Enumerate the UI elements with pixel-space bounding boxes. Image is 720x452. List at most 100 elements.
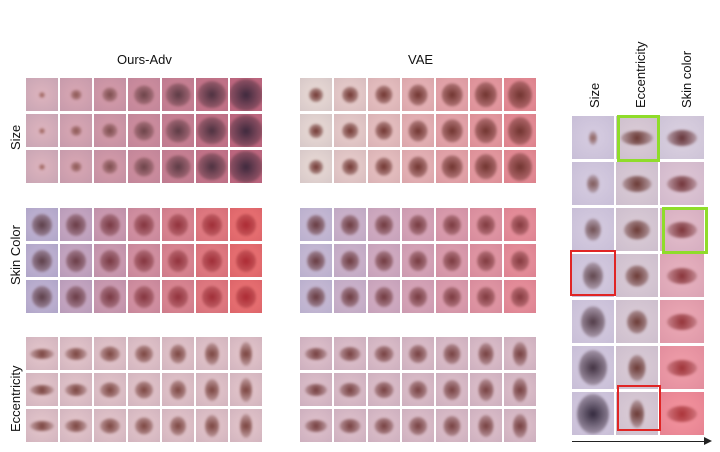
lesion-shape <box>39 127 45 134</box>
lesion-shape <box>39 91 45 98</box>
lesion-image-tile <box>196 114 228 147</box>
right-col-label-size: Size <box>587 82 602 108</box>
lesion-shape <box>577 393 609 434</box>
lesion-shape <box>583 262 603 289</box>
lesion-image-tile <box>230 409 262 442</box>
lesion-image-tile <box>26 373 58 406</box>
lesion-shape <box>374 417 394 434</box>
lesion-image-tile <box>660 392 704 435</box>
lesion-image-tile <box>334 78 366 111</box>
lesion-image-tile <box>504 244 536 277</box>
lesion-image-tile <box>436 280 468 313</box>
lesion-shape <box>309 87 323 102</box>
lesion-image-tile <box>60 373 92 406</box>
lesion-shape <box>197 152 227 181</box>
lesion-image-tile <box>162 114 194 147</box>
lesion-shape <box>409 250 427 271</box>
lesion-image-tile <box>470 114 502 147</box>
lesion-image-tile <box>470 208 502 241</box>
highlight-green-eccentricity <box>617 115 660 162</box>
lesion-shape <box>341 214 359 235</box>
lesion-shape <box>168 249 188 272</box>
lesion-shape <box>165 82 191 107</box>
lesion-image-tile <box>230 78 262 111</box>
lesion-image-tile <box>402 280 434 313</box>
lesion-shape <box>341 250 359 271</box>
image-row <box>300 208 536 241</box>
lesion-shape <box>374 345 394 362</box>
lesion-image-tile <box>572 208 614 251</box>
lesion-image-tile <box>504 208 536 241</box>
lesion-shape <box>667 405 697 422</box>
lesion-image-tile <box>26 114 58 147</box>
lesion-image-tile <box>196 280 228 313</box>
lesion-image-tile <box>436 78 468 111</box>
lesion-shape <box>511 250 529 271</box>
lesion-shape <box>168 285 188 308</box>
lesion-shape <box>100 285 120 308</box>
lesion-image-tile <box>300 114 332 147</box>
lesion-shape <box>375 157 393 176</box>
lesion-image-tile <box>300 150 332 183</box>
lesion-shape <box>508 80 532 109</box>
lesion-shape <box>236 249 256 272</box>
lesion-shape <box>134 85 154 104</box>
lesion-image-tile <box>94 114 126 147</box>
lesion-image-tile <box>660 208 704 251</box>
direction-arrow <box>572 441 706 442</box>
lesion-shape <box>477 250 495 271</box>
lesion-image-tile <box>616 392 658 435</box>
lesion-image-tile <box>300 78 332 111</box>
lesion-shape <box>305 383 327 396</box>
lesion-shape <box>202 249 222 272</box>
lesion-image-tile <box>230 373 262 406</box>
lesion-image-tile <box>504 114 536 147</box>
lesion-image-tile <box>300 208 332 241</box>
image-row <box>26 280 262 313</box>
right-panel-row <box>572 162 704 205</box>
lesion-image-tile <box>436 208 468 241</box>
lesion-shape <box>100 418 120 433</box>
lesion-shape <box>305 347 327 360</box>
lesion-image-tile <box>60 208 92 241</box>
lesion-shape <box>342 158 358 175</box>
lesion-shape <box>474 117 498 144</box>
lesion-image-tile <box>162 208 194 241</box>
lesion-image-tile <box>94 208 126 241</box>
lesion-shape <box>579 349 607 386</box>
lesion-image-tile <box>436 150 468 183</box>
lesion-image-tile <box>368 114 400 147</box>
lesion-image-tile <box>470 150 502 183</box>
lesion-image-tile <box>60 150 92 183</box>
lesion-image-tile <box>470 280 502 313</box>
lesion-image-tile <box>196 373 228 406</box>
lesion-image-tile <box>162 150 194 183</box>
lesion-shape <box>102 123 118 138</box>
lesion-image-tile <box>60 78 92 111</box>
lesion-shape <box>102 159 118 174</box>
right-col-label-eccentricity: Eccentricity <box>633 41 648 108</box>
lesion-image-tile <box>572 346 614 389</box>
right-panel-row <box>572 392 704 435</box>
highlight-red-eccentricity <box>617 385 661 431</box>
lesion-image-tile <box>94 280 126 313</box>
lesion-shape <box>100 382 120 397</box>
lesion-shape <box>205 414 219 437</box>
lesion-image-tile <box>94 244 126 277</box>
lesion-image-tile <box>572 254 614 297</box>
lesion-shape <box>30 420 54 431</box>
image-row <box>300 150 536 183</box>
lesion-shape <box>508 152 532 181</box>
lesion-image-tile <box>94 150 126 183</box>
lesion-shape <box>32 249 52 272</box>
highlight-red-size <box>570 250 616 296</box>
image-row <box>26 409 262 442</box>
lesion-shape <box>409 214 427 235</box>
lesion-image-tile <box>334 337 366 370</box>
lesion-shape <box>408 84 428 105</box>
header-vae: VAE <box>408 52 434 67</box>
lesion-shape <box>508 116 532 145</box>
lesion-image-tile <box>94 78 126 111</box>
lesion-image-tile <box>334 208 366 241</box>
lesion-shape <box>70 161 82 172</box>
